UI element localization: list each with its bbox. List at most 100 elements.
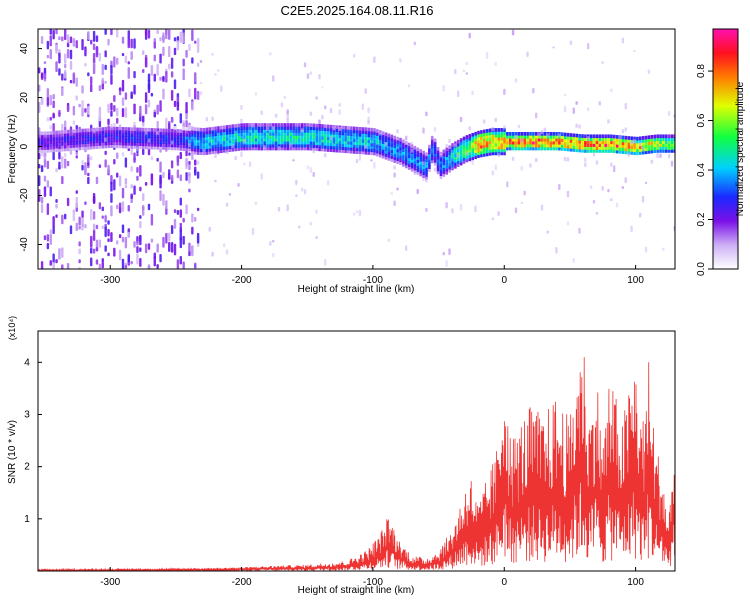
heatmap-cell	[269, 129, 272, 133]
heatmap-cell	[517, 146, 521, 151]
heatmap-cell	[514, 143, 518, 148]
heatmap-cell	[361, 133, 365, 137]
heatmap-cell	[529, 143, 532, 148]
heatmap-cell	[303, 137, 307, 142]
heatmap-cell	[130, 91, 133, 99]
heatmap-cell	[312, 135, 316, 139]
heatmap-cell	[72, 38, 76, 47]
heatmap-cell	[607, 134, 610, 139]
heatmap-cell	[581, 134, 584, 138]
heatmap-cell	[260, 126, 264, 130]
heatmap-cell	[592, 137, 596, 142]
heatmap-cell	[445, 168, 449, 172]
heatmap-cell	[500, 148, 503, 153]
heatmap-cell	[477, 136, 480, 141]
heatmap-cell	[222, 137, 226, 141]
heatmap-cell	[205, 127, 209, 132]
heatmap-cell	[110, 102, 113, 111]
heatmap-cell	[422, 150, 425, 155]
heatmap-cell	[127, 61, 130, 65]
heatmap-cell	[384, 150, 388, 154]
heatmap-cell	[422, 171, 425, 176]
heatmap-cell	[61, 176, 64, 185]
heatmap-cell	[624, 127, 627, 132]
heatmap-cell	[199, 142, 203, 147]
heatmap-cell	[425, 111, 428, 117]
heatmap-cell	[598, 146, 602, 150]
heatmap-cell	[500, 151, 503, 156]
heatmap-cell	[587, 143, 590, 147]
heatmap-cell	[430, 153, 434, 158]
heatmap-cell	[104, 129, 108, 134]
heatmap-cell	[257, 123, 261, 127]
heatmap-cell	[399, 140, 402, 145]
heatmap-cell	[462, 145, 466, 150]
heatmap-cell	[569, 40, 573, 46]
heatmap-cell	[40, 137, 44, 142]
heatmap-cell	[191, 226, 194, 235]
heatmap-cell	[324, 153, 327, 158]
heatmap-cell	[324, 139, 327, 143]
heatmap-cell	[228, 124, 232, 129]
heatmap-cell	[477, 145, 480, 150]
heatmap-cell	[130, 260, 133, 265]
heatmap-cell	[159, 176, 162, 189]
heatmap-cell	[393, 144, 397, 149]
heatmap-cell	[589, 149, 593, 153]
heatmap-cell	[194, 144, 197, 149]
heatmap-cell	[107, 118, 110, 125]
heatmap-cell	[624, 150, 628, 155]
heatmap-cell	[274, 137, 278, 142]
heatmap-cell	[72, 135, 76, 139]
heatmap-cell	[347, 149, 350, 154]
heatmap-cell	[422, 156, 425, 161]
heatmap-cell	[58, 145, 61, 149]
heatmap-cell	[144, 92, 148, 103]
heatmap-cell	[523, 143, 527, 148]
heatmap-cell	[644, 144, 648, 149]
heatmap-cell	[416, 162, 420, 166]
heatmap-cell	[144, 145, 148, 150]
heatmap-cell	[647, 147, 651, 151]
heatmap-cell	[260, 143, 264, 148]
heatmap-cell	[673, 137, 675, 142]
heatmap-cell	[199, 91, 203, 96]
heatmap-cell	[445, 162, 449, 166]
heatmap-cell	[280, 146, 284, 151]
heatmap-cell	[133, 136, 136, 140]
heatmap-cell	[355, 159, 359, 164]
heatmap-cell	[173, 134, 177, 139]
heatmap-cell	[494, 128, 498, 132]
heatmap-cell	[66, 49, 70, 59]
heatmap-cell	[462, 139, 466, 144]
heatmap-cell	[621, 141, 625, 146]
heatmap-cell	[179, 174, 182, 182]
heatmap-cell	[592, 143, 596, 147]
heatmap-cell	[636, 142, 639, 147]
heatmap-cell	[656, 137, 659, 142]
heatmap-cell	[211, 116, 214, 121]
heatmap-cell	[248, 131, 252, 136]
heatmap-cell	[407, 151, 411, 156]
heatmap-cell	[595, 146, 599, 150]
heatmap-cell	[563, 157, 567, 162]
heatmap-cell	[644, 150, 648, 155]
heatmap-cell	[581, 137, 584, 141]
heatmap-cell	[222, 134, 226, 138]
heatmap-cell	[613, 134, 616, 139]
heatmap-cell	[439, 157, 443, 162]
heatmap-cell	[534, 158, 538, 163]
heatmap-cell	[641, 136, 645, 140]
heatmap-cell	[352, 144, 356, 148]
heatmap-cell	[338, 146, 342, 150]
heatmap-cell	[456, 139, 460, 144]
heatmap-cell	[503, 148, 506, 153]
heatmap-cell	[370, 151, 373, 156]
heatmap-cell	[292, 134, 295, 139]
heatmap-cell	[277, 134, 281, 139]
heatmap-cell	[598, 134, 602, 139]
heatmap-cell	[176, 101, 180, 111]
heatmap-cell	[202, 151, 206, 156]
heatmap-cell	[497, 133, 501, 138]
heatmap-cell	[491, 148, 495, 153]
